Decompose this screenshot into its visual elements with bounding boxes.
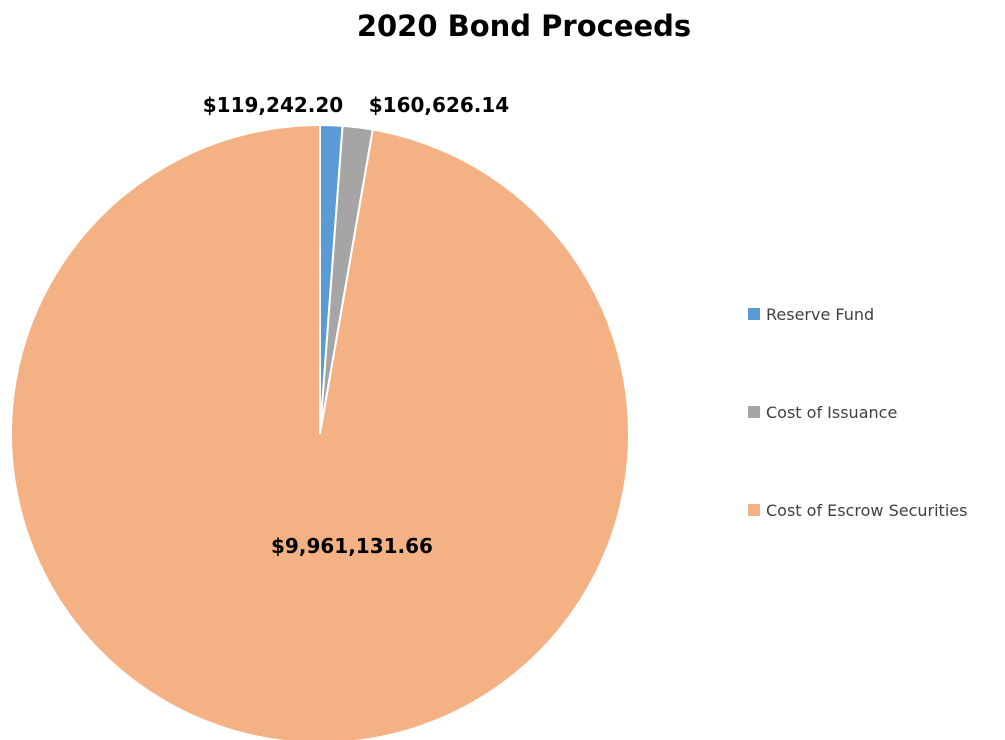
data-label-cost-of-issuance: $160,626.14 [369, 93, 509, 117]
legend-label-reserve-fund: Reserve Fund [766, 305, 874, 324]
pie-slice-cost-of-escrow-securities [10, 123, 630, 740]
legend-item-cost-of-issuance: Cost of Issuance [748, 403, 897, 422]
legend-label-cost-of-escrow-securities: Cost of Escrow Securities [766, 501, 967, 520]
legend-swatch-reserve-fund [748, 308, 760, 320]
data-label-cost-of-escrow-securities: $9,961,131.66 [271, 534, 433, 558]
chart-title: 2020 Bond Proceeds [357, 9, 691, 43]
legend-label-cost-of-issuance: Cost of Issuance [766, 403, 897, 422]
legend-swatch-cost-of-issuance [748, 406, 760, 418]
legend-swatch-cost-of-escrow-securities [748, 504, 760, 516]
pie-data-labels: $119,242.20 $160,626.14 $9,961,131.66 [203, 93, 509, 558]
pie-slices [10, 123, 630, 740]
legend: Reserve Fund Cost of Issuance Cost of Escr… [748, 305, 967, 520]
legend-item-cost-of-escrow-securities: Cost of Escrow Securities [748, 501, 967, 520]
legend-item-reserve-fund: Reserve Fund [748, 305, 874, 324]
data-label-reserve-fund: $119,242.20 [203, 93, 343, 117]
